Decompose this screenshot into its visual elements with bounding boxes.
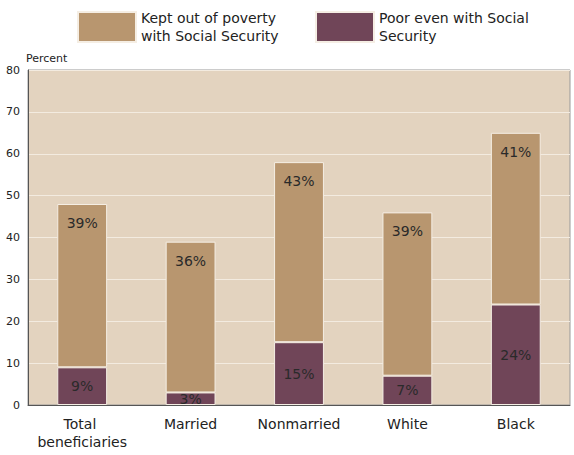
svg-text:15%: 15% [283,366,314,382]
svg-text:White: White [387,416,428,432]
svg-text:beneficiaries: beneficiaries [37,434,127,450]
svg-text:Nonmarried: Nonmarried [258,416,341,432]
svg-text:3%: 3% [179,391,201,407]
svg-text:24%: 24% [500,347,531,363]
svg-text:70: 70 [6,105,20,118]
svg-text:Married: Married [164,416,217,432]
svg-text:43%: 43% [283,173,314,189]
svg-text:50: 50 [6,189,20,202]
svg-text:7%: 7% [396,382,418,398]
svg-text:Kept out of poverty: Kept out of poverty [141,10,281,26]
svg-text:Security: Security [379,28,437,44]
svg-text:Percent: Percent [26,52,68,65]
svg-text:10: 10 [6,357,20,370]
svg-text:0: 0 [13,399,20,412]
svg-text:40: 40 [6,231,20,244]
svg-text:Poor even with Social: Poor even with Social [379,10,533,26]
svg-text:30: 30 [6,273,20,286]
svg-text:9%: 9% [71,378,93,394]
svg-text:60: 60 [6,147,20,160]
svg-text:Total: Total [63,416,101,432]
svg-text:20: 20 [6,315,20,328]
svg-text:36%: 36% [175,253,206,269]
svg-text:39%: 39% [392,223,423,239]
svg-text:Black: Black [497,416,536,432]
svg-text:41%: 41% [500,144,531,160]
svg-text:with Social Security: with Social Security [141,28,279,44]
svg-text:39%: 39% [67,215,98,231]
svg-text:80: 80 [6,64,20,77]
